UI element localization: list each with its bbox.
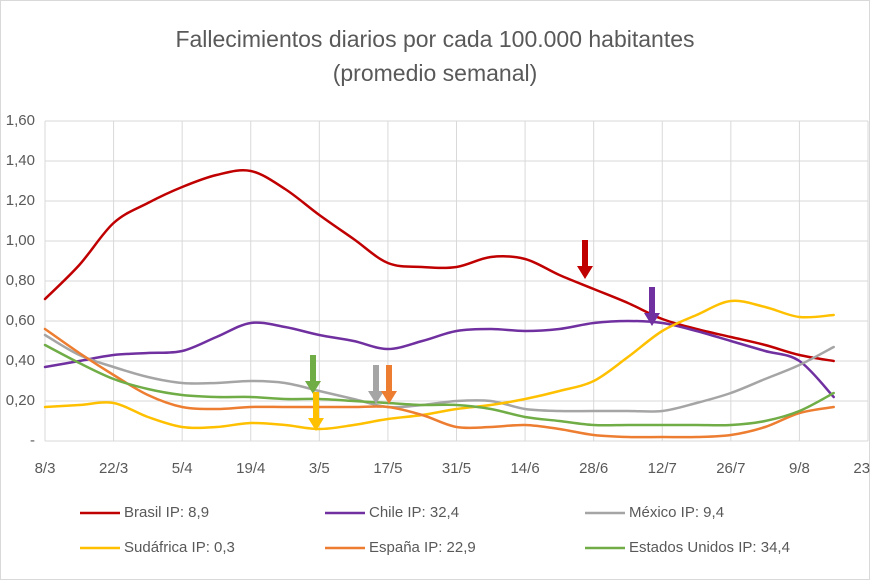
y-tick-label: 1,40 [6, 152, 35, 169]
y-tick-label: 1,20 [6, 192, 35, 209]
arrow [644, 287, 660, 326]
x-tick-label: 3/5 [309, 460, 330, 477]
legend-label: España IP: 22,9 [369, 539, 476, 556]
x-tick-label: 5/4 [172, 460, 193, 477]
x-tick-label: 19/4 [236, 460, 265, 477]
arrow [308, 392, 324, 431]
y-tick-label: 0,80 [6, 272, 35, 289]
lines [43, 169, 835, 439]
series-line [43, 333, 835, 413]
y-tick-label: 0,20 [6, 392, 35, 409]
chart-subtitle: (promedio semanal) [333, 60, 538, 86]
x-tick-label: 22/3 [99, 460, 128, 477]
series-line [43, 169, 835, 363]
y-tick-label: 1,60 [6, 112, 35, 129]
x-tick-label: 14/6 [510, 460, 539, 477]
legend: Brasil IP: 8,9 Chile IP: 32,4 México IP: 9… [80, 504, 790, 556]
y-tick-label: - [30, 432, 35, 449]
x-tick-label: 28/6 [579, 460, 608, 477]
arrow [381, 365, 397, 404]
x-tick-label: 8/3 [35, 460, 56, 477]
legend-label: México IP: 9,4 [629, 504, 724, 521]
series-line [43, 299, 835, 431]
x-tick-label: 12/7 [648, 460, 677, 477]
arrow [368, 365, 384, 404]
x-tick-label: 23/8 [853, 460, 870, 477]
series-line [43, 319, 835, 399]
y-tick-label: 0,40 [6, 352, 35, 369]
series-line [43, 343, 835, 427]
x-tick-label: 31/5 [442, 460, 471, 477]
chart-title: Fallecimientos diarios por cada 100.000 … [175, 26, 694, 52]
y-tick-label: 1,00 [6, 232, 35, 249]
x-tick-label: 26/7 [716, 460, 745, 477]
legend-label: Brasil IP: 8,9 [124, 504, 209, 521]
grid [44, 120, 869, 442]
annotation-arrows [305, 240, 660, 431]
legend-label: Chile IP: 32,4 [369, 504, 459, 521]
arrow [305, 355, 321, 394]
x-tick-label: 9/8 [789, 460, 810, 477]
x-tick-label: 17/5 [373, 460, 402, 477]
legend-label: Sudáfrica IP: 0,3 [124, 539, 235, 556]
y-tick-label: 0,60 [6, 312, 35, 329]
legend-label: Estados Unidos IP: 34,4 [629, 539, 790, 556]
series-line [43, 327, 835, 439]
arrow [577, 240, 593, 279]
